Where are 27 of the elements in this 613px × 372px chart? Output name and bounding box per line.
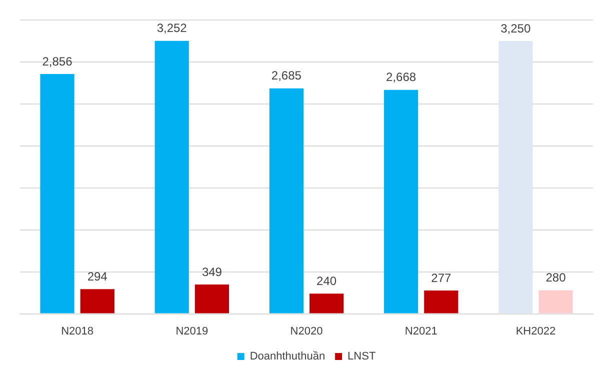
bar xyxy=(538,290,573,314)
bar xyxy=(498,40,533,314)
data-label: 2,856 xyxy=(42,54,73,68)
data-label: 349 xyxy=(202,264,222,279)
bar xyxy=(269,88,304,314)
data-label: 2,668 xyxy=(386,70,416,84)
data-label: 3,252 xyxy=(156,21,188,36)
x-tick-label: N2018 xyxy=(61,325,94,338)
x-tick-label: N2019 xyxy=(176,325,208,338)
data-label: 280 xyxy=(546,270,566,285)
data-label: 240 xyxy=(316,274,337,288)
bar xyxy=(310,294,344,314)
data-label: 3,250 xyxy=(500,21,531,36)
x-tick-label: N2021 xyxy=(404,325,438,338)
data-label: 277 xyxy=(431,270,452,285)
bar xyxy=(194,284,229,314)
bar xyxy=(424,290,458,314)
legend-label: Doanhthuthuần xyxy=(250,350,326,363)
x-tick-label: KH2022 xyxy=(516,325,556,338)
bar xyxy=(154,40,189,314)
bar xyxy=(80,289,114,314)
data-label: 294 xyxy=(87,269,108,284)
x-tick-label: N2020 xyxy=(290,325,323,338)
legend-label: LNST xyxy=(348,350,376,363)
bar xyxy=(384,90,418,314)
data-label: 2,685 xyxy=(271,68,302,83)
bar xyxy=(40,74,74,314)
